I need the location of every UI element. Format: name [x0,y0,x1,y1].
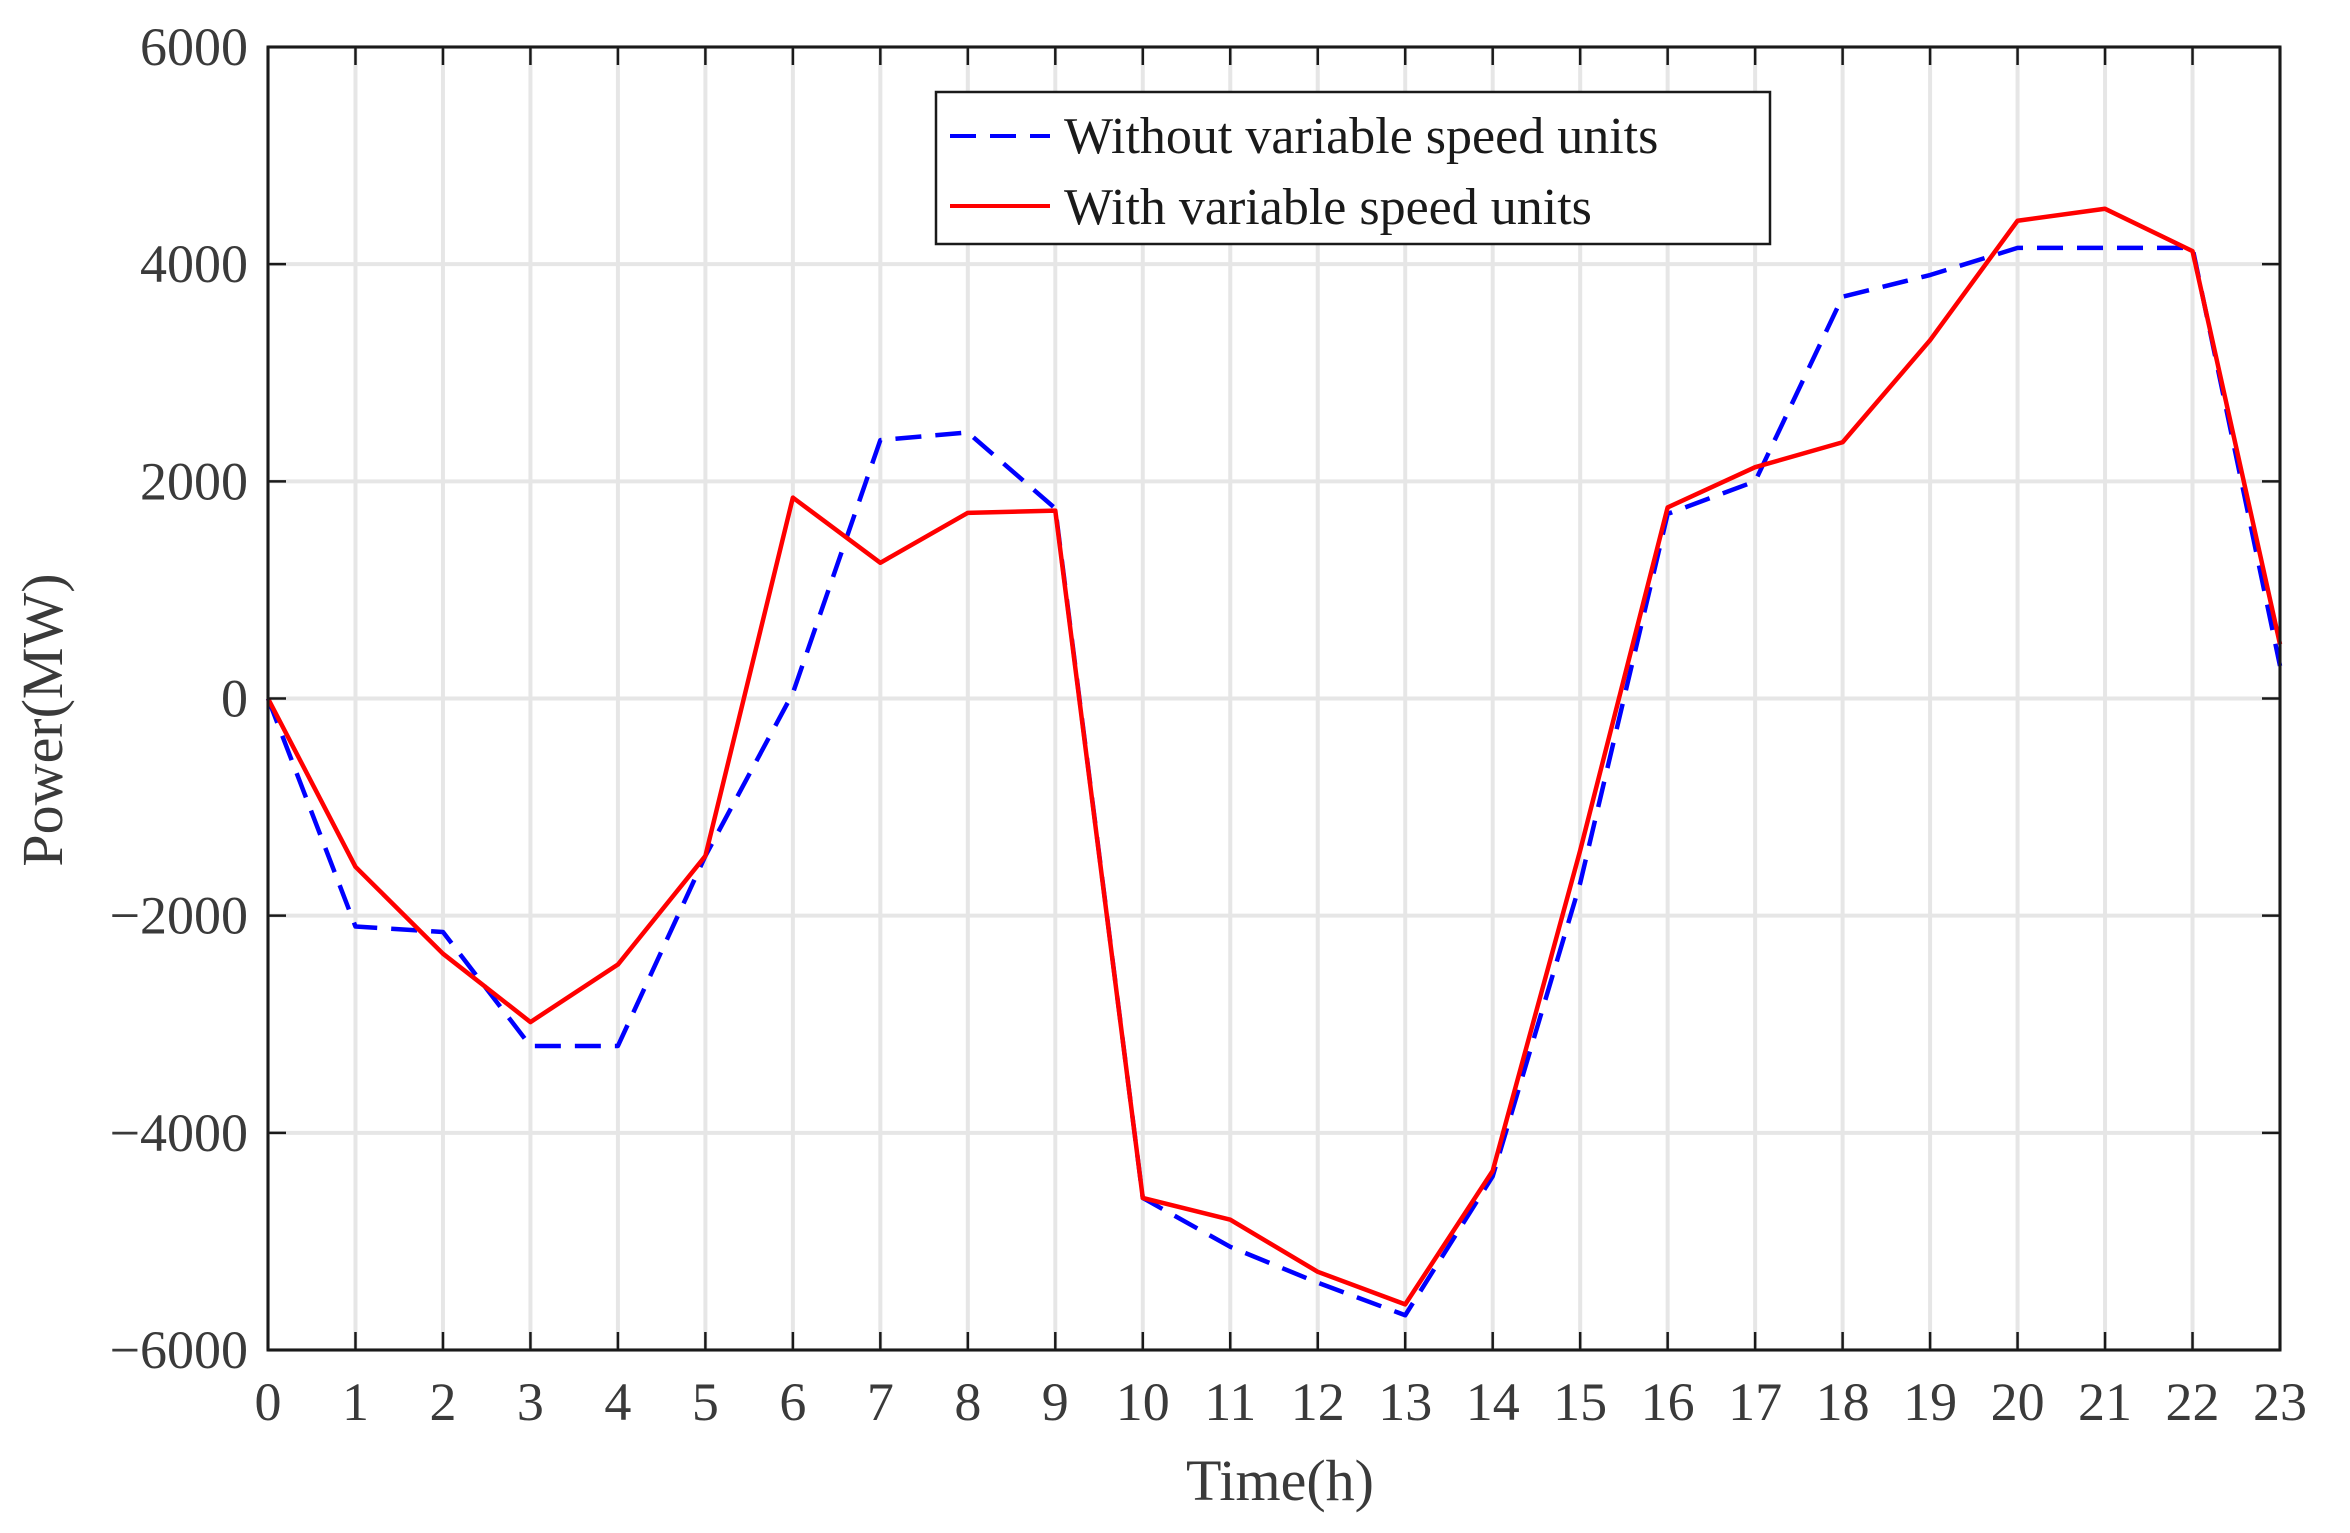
x-tick-label: 23 [2253,1372,2307,1432]
x-tick-label: 22 [2166,1372,2220,1432]
y-axis-title: Power(MW) [10,573,75,866]
y-tick-label: 4000 [140,234,248,294]
x-tick-label: 8 [954,1372,981,1432]
x-tick-label: 17 [1728,1372,1782,1432]
series-layer [265,206,2283,1318]
x-tick-label: 19 [1903,1372,1957,1432]
x-tick-label: 18 [1816,1372,1870,1432]
x-tick-label: 15 [1553,1372,1607,1432]
series-line-with-variable-speed [266,206,2283,1307]
y-tick-label: 6000 [140,17,248,77]
x-tick-label: 12 [1291,1372,1345,1432]
x-tick-label: 2 [429,1372,456,1432]
ticks: 0 1 2 3 4 5 6 7 8 9 10 11 12 13 14 15 16 17 18 19 20 21 22 23−6… [110,17,2307,1432]
y-tick-label: −4000 [110,1103,248,1163]
x-tick-label: 10 [1116,1372,1170,1432]
x-axis-title: Time(h) [1186,1448,1374,1513]
x-tick-label: 3 [517,1372,544,1432]
legend-label-without-variable-speed: Without variable speed units [1064,108,1658,165]
x-tick-label: 14 [1466,1372,1520,1432]
x-tick-label: 7 [867,1372,894,1432]
legend: Without variable speed units With variab… [934,90,1772,246]
x-tick-label: 16 [1641,1372,1695,1432]
x-tick-label: 9 [1042,1372,1069,1432]
y-tick-label: −6000 [110,1320,248,1380]
legend-box [934,90,1772,246]
legend-label-with-variable-speed: With variable speed units [1064,179,1592,236]
x-tick-label: 0 [255,1372,282,1432]
y-tick-label: 2000 [140,451,248,511]
x-tick-label: 13 [1378,1372,1432,1432]
y-tick-label: −2000 [110,886,248,946]
x-tick-label: 21 [2078,1372,2132,1432]
series-line-without-variable-speed [265,245,2283,1318]
y-tick-label: 0 [221,669,248,729]
x-tick-label: 20 [1991,1372,2045,1432]
x-tick-label: 1 [342,1372,369,1432]
x-tick-label: 11 [1204,1372,1256,1432]
x-tick-label: 5 [692,1372,719,1432]
x-tick-label: 6 [779,1372,806,1432]
x-tick-label: 4 [604,1372,631,1432]
